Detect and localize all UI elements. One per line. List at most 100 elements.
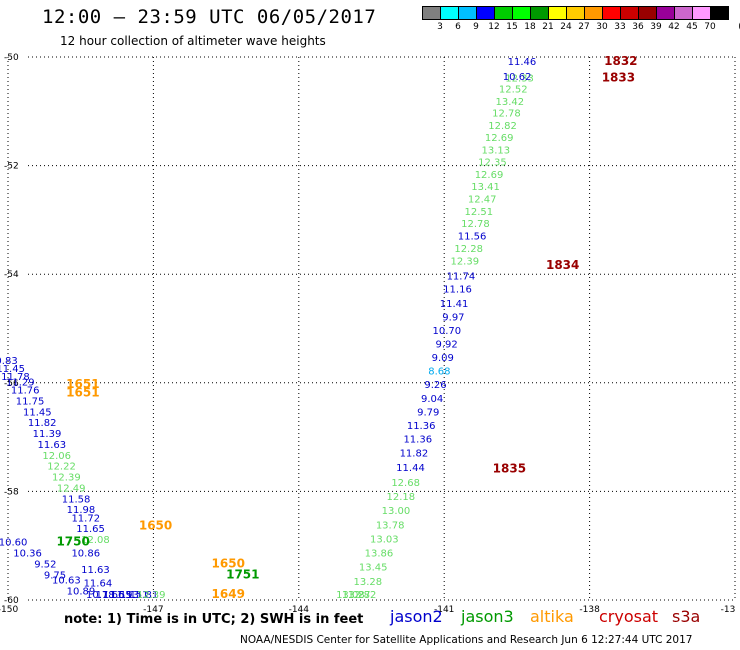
time-label: 1833: [602, 70, 635, 84]
swh-value: 12.68: [391, 478, 420, 489]
swh-value: 12.69: [475, 170, 504, 181]
swh-value: 11.63: [81, 565, 110, 576]
x-tick-label: -13: [721, 605, 736, 615]
swh-value: 13.13: [481, 146, 510, 157]
time-label: 1651: [66, 377, 99, 391]
swh-value: 12.51: [465, 207, 494, 218]
swh-value: 11.81: [130, 590, 159, 601]
time-label: 1832: [604, 54, 637, 68]
y-tick-label: -60: [4, 596, 19, 606]
swh-value: 11.58: [62, 494, 91, 505]
swh-value: 9.52: [34, 559, 56, 570]
grid-lines: [7, 56, 736, 601]
legend-tick-label: 21: [542, 22, 554, 32]
legend-tick-label: 15: [506, 22, 518, 32]
swh-value: 12.52: [499, 84, 528, 95]
swh-value: 12.39: [52, 473, 81, 484]
swh-value: 12.18: [386, 492, 415, 503]
legend-tick-label: 33: [614, 22, 626, 32]
swh-value: 11.39: [33, 429, 62, 440]
swh-value: 12.82: [348, 590, 377, 601]
swh-value: 11.66: [96, 590, 125, 601]
time-label: 1750: [56, 535, 89, 549]
mission-altika: altika: [530, 607, 574, 626]
swh-value: 12.69: [485, 133, 514, 144]
swh-value: 13.27: [342, 590, 371, 601]
time-label: 1834: [546, 258, 579, 272]
swh-value: 12.78: [492, 109, 521, 120]
swh-value: 13.28: [354, 577, 383, 588]
swh-value: 12.82: [488, 121, 517, 132]
swh-value: 11.16: [443, 285, 472, 296]
swh-value: 12.39: [137, 590, 166, 601]
y-tick-label: -50: [4, 53, 19, 63]
mission-jason3: jason3: [461, 607, 514, 626]
swh-value: 13.42: [496, 97, 525, 108]
swh-value: 11.82: [28, 418, 57, 429]
swh-value: 12.08: [81, 535, 110, 546]
swh-value: 12.06: [42, 451, 71, 462]
credit-line: NOAA/NESDIS Center for Satellite Applica…: [240, 634, 693, 646]
legend-tick-label: 12: [488, 22, 500, 32]
x-tick-label: -141: [434, 605, 454, 615]
y-tick-label: -56: [4, 379, 19, 389]
mission-cryosat: cryosat: [599, 607, 659, 626]
swh-value: 9.92: [436, 340, 458, 351]
legend-unit: (ft): [732, 22, 740, 32]
x-tick-label: -147: [143, 605, 163, 615]
swh-value: 12.39: [450, 256, 479, 267]
swh-value: 9.79: [417, 407, 439, 418]
swh-value: 11.98: [67, 505, 96, 516]
swh-value: 13.00: [382, 506, 411, 517]
swh-value: 13.08: [336, 590, 365, 601]
swh-value: 11.78: [1, 372, 30, 383]
swh-value: 11.45: [23, 407, 52, 418]
swh-value: 13.03: [370, 534, 399, 545]
swh-value: 11.44: [396, 463, 425, 474]
time-labels: 1832183318341835165116511650175016501751…: [56, 54, 637, 601]
legend-tick-label: 6: [455, 22, 461, 32]
legend-tick-label: 70: [704, 22, 716, 32]
legend-tick-label: 24: [560, 22, 572, 32]
mission-s3a: s3a: [672, 607, 701, 626]
swh-value: 9.26: [424, 380, 446, 391]
swh-value: 12.47: [468, 195, 497, 206]
swh-value: 13.86: [365, 549, 394, 560]
legend-tick-label: 9: [473, 22, 479, 32]
swh-value: 11.64: [84, 578, 113, 589]
swh-value: 11.76: [11, 386, 40, 397]
swh-value: 11.93: [110, 590, 139, 601]
x-tick-label: -138: [579, 605, 600, 615]
swh-value: 10.62: [503, 72, 532, 83]
time-label: 1650: [139, 518, 172, 532]
swh-value: 11.41: [440, 299, 469, 310]
swh-value: 13.78: [376, 520, 405, 531]
chart-subtitle: 12 hour collection of altimeter wave hei…: [60, 34, 326, 48]
swh-value: 10.60: [0, 538, 27, 549]
swh-value: 10.70: [433, 326, 462, 337]
swh-value: 10.86: [71, 549, 100, 560]
swh-value: 12.22: [47, 462, 76, 473]
time-label: 1649: [212, 587, 245, 601]
legend-tick-label: 27: [578, 22, 590, 32]
swh-value: 11.74: [447, 272, 476, 283]
time-label: 1835: [493, 461, 526, 475]
legend-tick-label: 42: [668, 22, 680, 32]
time-label: 1650: [212, 556, 245, 570]
axis-ticks: -150 -147 -144 -141 -138 -13 -50 -52 -54 -56 -58 -6…: [0, 53, 735, 615]
swh-value: 12.28: [454, 244, 483, 255]
swh-value: 12.35: [478, 158, 507, 169]
legend-tick-label: 30: [596, 22, 608, 32]
chart-title: 12:00 – 23:59 UTC 06/05/2017: [42, 6, 377, 28]
swh-value: 9.97: [442, 312, 464, 323]
legend-tick-label: 36: [632, 22, 644, 32]
swh-value: 11.56: [458, 231, 487, 242]
swh-value: 9.09: [432, 353, 454, 364]
swh-value: 10.63: [52, 576, 81, 587]
legend-tick-label: 18: [524, 22, 536, 32]
swh-value: 10.36: [13, 549, 42, 560]
time-label: 1751: [226, 567, 259, 581]
swh-value: 10.78: [86, 590, 115, 601]
swh-value: 11.65: [76, 524, 105, 535]
swh-value: 13.41: [471, 182, 500, 193]
